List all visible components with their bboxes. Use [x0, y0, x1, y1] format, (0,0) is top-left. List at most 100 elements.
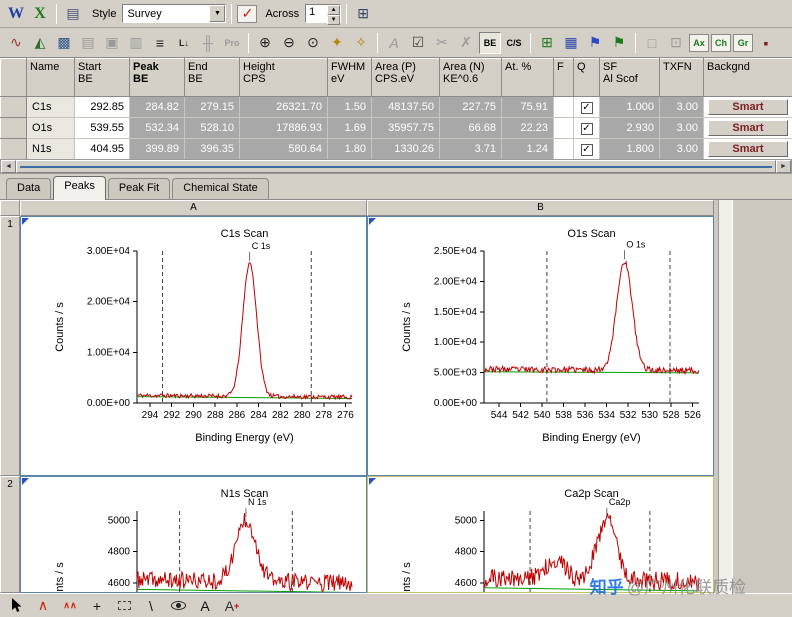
grid-row-header-2[interactable]: 2	[0, 476, 20, 593]
visibility-tool[interactable]	[167, 595, 189, 617]
row-selector-header[interactable]	[0, 58, 27, 97]
mountain-view-icon[interactable]: ◭	[34, 34, 46, 50]
cell-f[interactable]	[553, 117, 574, 139]
text-tool[interactable]: A	[200, 597, 210, 614]
cell-peak_be[interactable]: 284.82	[129, 96, 185, 118]
col-header-peak_be[interactable]: Peak BE	[129, 58, 185, 97]
tab-data[interactable]: Data	[6, 178, 52, 199]
cell-start_be[interactable]: 404.95	[74, 138, 130, 160]
background-type-button[interactable]: Smart	[708, 120, 788, 136]
flag-green-icon[interactable]: ⚑	[612, 34, 626, 50]
cell-name[interactable]: N1s	[26, 138, 75, 160]
cell-f[interactable]	[553, 138, 574, 160]
grid-row-header-1[interactable]: 1	[0, 216, 20, 476]
cell-fwhm[interactable]: 1.50	[327, 96, 372, 118]
cell-txfn[interactable]: 3.00	[659, 117, 704, 139]
cell-height[interactable]: 580.64	[239, 138, 328, 160]
across-spinner[interactable]: 1 ▲ ▼	[305, 4, 342, 25]
chart-panel-c1s[interactable]: C1s Scan Counts / s 0.00E+00 1.00E+04 2.00E+…	[20, 216, 367, 476]
cell-backgnd[interactable]: Smart	[703, 138, 792, 160]
chevron-down-icon[interactable]: ▼	[209, 5, 226, 22]
quantify-checkbox[interactable]: ✓	[580, 143, 593, 156]
peak-pair-tool[interactable]: ∧∧	[63, 600, 77, 610]
scroll-thumb[interactable]	[16, 160, 776, 173]
col-header-q[interactable]: Q	[573, 58, 600, 97]
cell-q[interactable]: ✓	[573, 138, 600, 160]
tab-peak-fit[interactable]: Peak Fit	[107, 178, 171, 199]
spectrum-view-icon[interactable]: ∿	[10, 34, 22, 50]
be-scale-toggle[interactable]: BE	[479, 31, 501, 54]
cell-fwhm[interactable]: 1.80	[327, 138, 372, 160]
image-view-icon[interactable]: ▩	[57, 34, 71, 50]
cell-area_p[interactable]: 48137.50	[371, 96, 440, 118]
col-header-end_be[interactable]: End BE	[184, 58, 240, 97]
spinner-up-icon[interactable]: ▲	[327, 5, 341, 15]
background-type-button[interactable]: Smart	[708, 99, 788, 115]
cell-height[interactable]: 17886.93	[239, 117, 328, 139]
cell-at_pct[interactable]: 75.91	[501, 96, 554, 118]
cell-sf[interactable]: 2.930	[599, 117, 660, 139]
cell-area_p[interactable]: 35957.75	[371, 117, 440, 139]
cell-backgnd[interactable]: Smart	[703, 117, 792, 139]
zoom-out-icon[interactable]: ⊖	[283, 34, 295, 50]
add-text-tool[interactable]: A +	[224, 597, 240, 614]
element-check-icon[interactable]: ☑	[411, 34, 425, 50]
cs-scale-toggle[interactable]: C/S	[506, 37, 522, 48]
tile-windows-icon[interactable]: ⊞	[357, 5, 369, 21]
export-ax-button[interactable]: Ax	[689, 33, 709, 52]
key-silver-icon[interactable]: ✧	[355, 34, 367, 50]
periodic-table-icon[interactable]: ⊞	[541, 34, 553, 50]
row-selector[interactable]	[0, 117, 27, 139]
col-header-height[interactable]: Height CPS	[239, 58, 328, 97]
cell-height[interactable]: 26321.70	[239, 96, 328, 118]
grid-col-header-b[interactable]: B	[367, 200, 714, 216]
quantify-checkbox[interactable]: ✓	[580, 122, 593, 135]
list-view-icon[interactable]: ≡	[155, 34, 165, 51]
col-header-backgnd[interactable]: Backgnd	[703, 58, 792, 97]
col-header-at_pct[interactable]: At. %	[501, 58, 554, 97]
cell-area_p[interactable]: 1330.26	[371, 138, 440, 160]
cell-end_be[interactable]: 396.35	[184, 138, 240, 160]
cell-end_be[interactable]: 528.10	[184, 117, 240, 139]
col-header-f[interactable]: F	[553, 58, 574, 97]
cell-start_be[interactable]: 292.85	[74, 96, 130, 118]
scroll-left-button[interactable]: ◄	[1, 160, 16, 173]
cell-peak_be[interactable]: 399.89	[129, 138, 185, 160]
pointer-tool[interactable]	[5, 595, 27, 617]
cell-area_n[interactable]: 227.75	[439, 96, 502, 118]
export-gr-button[interactable]: Gr	[733, 33, 753, 52]
background-type-button[interactable]: Smart	[708, 141, 788, 157]
chart-panel-o1s[interactable]: O1s Scan Counts / s 0.00E+00 5.00E+03 1.00E+…	[367, 216, 714, 476]
cell-q[interactable]: ✓	[573, 96, 600, 118]
key-gold-icon[interactable]: ✦	[331, 34, 343, 50]
zoom-in-icon[interactable]: ⊕	[259, 34, 271, 50]
cell-at_pct[interactable]: 22.23	[501, 117, 554, 139]
cell-fwhm[interactable]: 1.69	[327, 117, 372, 139]
quantify-checkbox[interactable]: ✓	[580, 101, 593, 114]
report-preview-icon[interactable]: ▤	[66, 5, 80, 21]
zoom-reset-icon[interactable]: ⊙	[307, 34, 319, 50]
word-export-icon[interactable]: W	[8, 4, 24, 22]
export-ch-button[interactable]: Ch	[711, 33, 731, 52]
flag-blue-icon[interactable]: ⚑	[588, 34, 602, 50]
cell-name[interactable]: O1s	[26, 117, 75, 139]
cell-backgnd[interactable]: Smart	[703, 96, 792, 118]
line-annotation-tool[interactable]: \	[149, 597, 153, 614]
vertical-scrollbar[interactable]	[718, 200, 733, 593]
col-header-name[interactable]: Name	[26, 58, 75, 97]
cell-q[interactable]: ✓	[573, 117, 600, 139]
col-header-start_be[interactable]: Start BE	[74, 58, 130, 97]
col-header-area_p[interactable]: Area (P) CPS.eV	[371, 58, 440, 97]
cell-at_pct[interactable]: 1.24	[501, 138, 554, 160]
grid-corner-cell[interactable]	[0, 200, 20, 216]
scroll-right-button[interactable]: ►	[776, 160, 791, 173]
sort-icon[interactable]: L↓	[179, 37, 189, 48]
cell-txfn[interactable]: 3.00	[659, 96, 704, 118]
style-combo[interactable]: Survey ▼	[122, 4, 227, 23]
tab-peaks[interactable]: Peaks	[53, 176, 106, 200]
data-grid-icon[interactable]: ▦	[564, 34, 578, 50]
cell-area_n[interactable]: 3.71	[439, 138, 502, 160]
col-header-sf[interactable]: SF Al Scof	[599, 58, 660, 97]
spinner-down-icon[interactable]: ▼	[327, 15, 341, 25]
